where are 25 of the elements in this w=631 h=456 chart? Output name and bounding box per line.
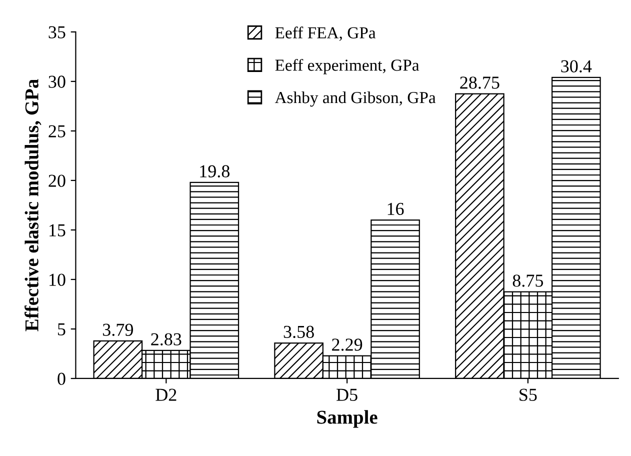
data-label: 30.4 bbox=[561, 60, 592, 72]
data-label: 2.29 bbox=[332, 338, 362, 351]
data-label: 8.75 bbox=[512, 274, 544, 287]
y-tick-label: 20 bbox=[48, 174, 66, 187]
x-tick-label: D5 bbox=[336, 388, 358, 401]
y-tick-label: 15 bbox=[50, 224, 66, 236]
y-tick-label: 10 bbox=[50, 274, 66, 286]
data-label: 16 bbox=[388, 202, 404, 215]
y-tick-label: 25 bbox=[48, 125, 66, 138]
legend-label: Eeff experiment, GPa bbox=[275, 58, 420, 74]
data-label: 3.58 bbox=[284, 326, 314, 338]
data-label: 2.83 bbox=[151, 333, 182, 346]
y-tick-label: 30 bbox=[48, 76, 66, 88]
y-tick-label: 0 bbox=[58, 372, 66, 385]
data-label: 28.75 bbox=[460, 76, 500, 89]
data-label: 3.79 bbox=[102, 324, 133, 336]
y-axis-title: Effective elastic modulus, GPa bbox=[24, 79, 42, 332]
x-tick-label: S5 bbox=[520, 388, 537, 401]
x-tick-label: D2 bbox=[156, 388, 176, 401]
legend-label: Ashby and Gibson, GPa bbox=[274, 91, 436, 107]
data-label: 19.8 bbox=[200, 165, 230, 178]
y-tick-label: 5 bbox=[58, 323, 66, 336]
legend-label: Eeff FEA, GPa bbox=[275, 26, 376, 41]
x-axis-title: Sample bbox=[317, 410, 378, 428]
y-tick-label: 35 bbox=[48, 26, 66, 38]
